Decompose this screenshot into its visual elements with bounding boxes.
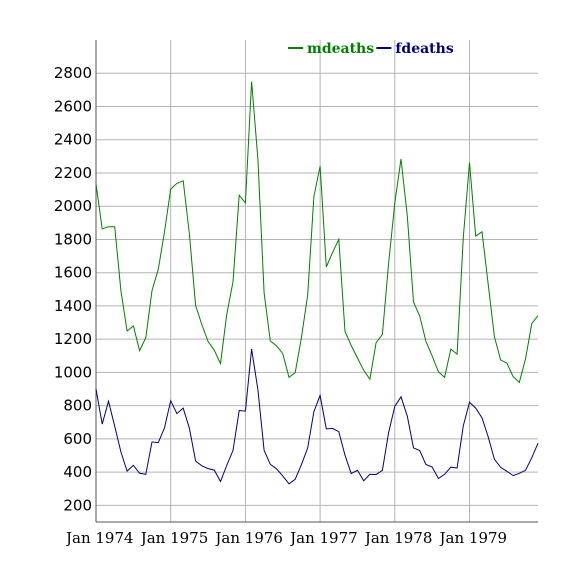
y-tick-label: 1800 — [54, 230, 92, 248]
y-tick-label: 1400 — [54, 297, 92, 315]
grid-lines — [95, 40, 538, 522]
y-tick-label: 1200 — [54, 330, 92, 348]
x-tick-label: Jan 1976 — [213, 529, 283, 547]
y-tick-label: 2200 — [54, 164, 92, 182]
y-tick-label: 1600 — [54, 264, 92, 282]
x-tick-label: Jan 1978 — [363, 529, 433, 547]
y-tick-label: 2000 — [54, 197, 92, 215]
x-tick-label: Jan 1977 — [288, 529, 358, 547]
x-tick-label: Jan 1979 — [438, 529, 508, 547]
axes — [95, 40, 538, 523]
y-tick-label: 400 — [63, 463, 92, 481]
series-line-mdeaths — [95, 81, 539, 384]
x-tick-label: Jan 1975 — [139, 529, 209, 547]
y-tick-label: 200 — [63, 496, 92, 514]
y-tick-label: 600 — [63, 430, 92, 448]
y-tick-label: 2400 — [54, 131, 92, 149]
y-tick-label: 1000 — [54, 363, 92, 381]
series-line-fdeaths — [95, 348, 539, 485]
x-tick-label: Jan 1974 — [64, 529, 134, 547]
y-tick-label: 800 — [63, 397, 92, 415]
legend-label-fdeaths: fdeaths — [395, 41, 453, 57]
y-axis-tick-labels: 200 400 600 800 1000 1200 1400 1600 1800 2000 2200… — [54, 64, 92, 514]
y-tick-label: 2600 — [54, 97, 92, 115]
x-axis-tick-labels: Jan 1974 Jan 1975 Jan 1976 Jan 1977 Jan 1978… — [64, 529, 508, 547]
y-tick-label: 2800 — [54, 64, 92, 82]
series-lines — [95, 81, 539, 485]
legend-label-mdeaths: mdeaths — [307, 41, 374, 57]
legend: mdeaths fdeaths — [288, 41, 454, 57]
